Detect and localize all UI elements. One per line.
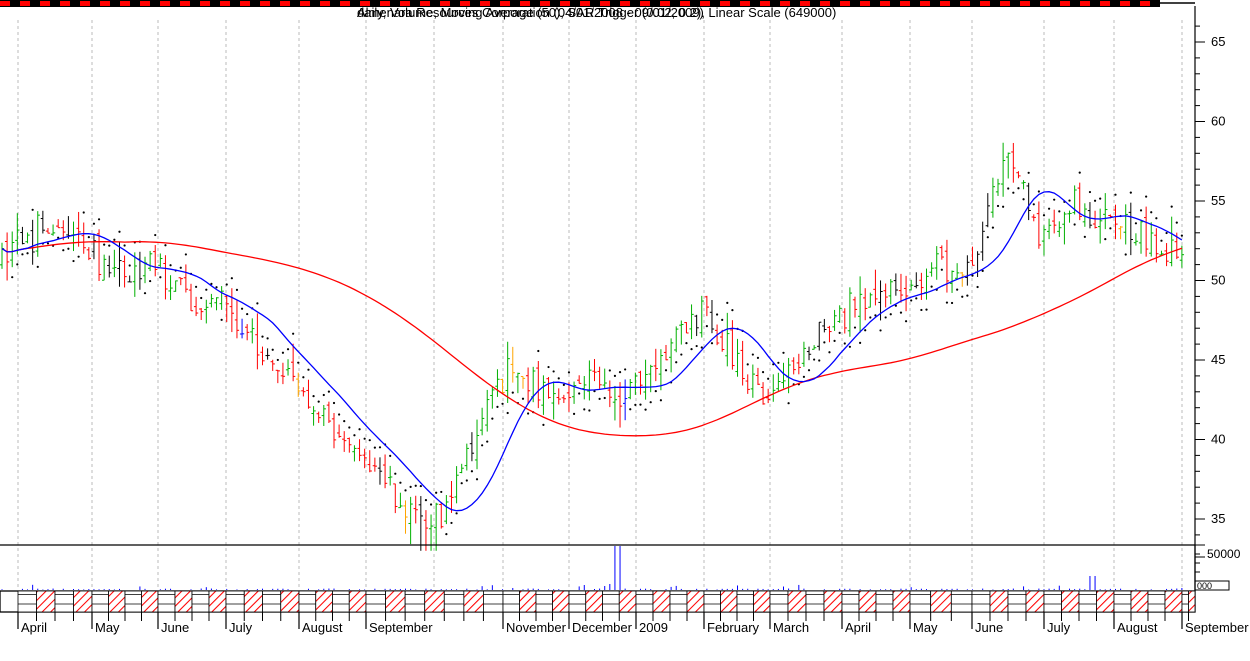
svg-text:May: May <box>95 620 120 635</box>
svg-text:55: 55 <box>1211 193 1225 208</box>
svg-text:April: April <box>845 620 871 635</box>
svg-text:2009: 2009 <box>639 620 668 635</box>
svg-text:40: 40 <box>1211 432 1225 447</box>
svg-text:April: April <box>21 620 47 635</box>
svg-text:February: February <box>707 620 760 635</box>
svg-text:daily, Volume, Moving Average: daily, Volume, Moving Average (50), SAR … <box>357 5 836 20</box>
svg-text:50000: 50000 <box>1207 547 1241 561</box>
svg-text:November: November <box>506 620 567 635</box>
svg-text:65: 65 <box>1211 34 1225 49</box>
svg-text:March: March <box>773 620 809 635</box>
svg-text:45: 45 <box>1211 352 1225 367</box>
svg-text:December: December <box>572 620 633 635</box>
svg-text:August: August <box>302 620 343 635</box>
svg-text:August: August <box>1117 620 1158 635</box>
svg-text:50: 50 <box>1211 273 1225 288</box>
svg-text:July: July <box>1047 620 1071 635</box>
svg-text:May: May <box>913 620 938 635</box>
svg-text:September: September <box>1185 620 1249 635</box>
svg-text:September: September <box>369 620 433 635</box>
svg-text:July: July <box>229 620 253 635</box>
svg-text:35: 35 <box>1211 511 1225 526</box>
svg-text:60: 60 <box>1211 114 1225 129</box>
svg-text:000: 000 <box>1197 581 1212 591</box>
svg-text:June: June <box>975 620 1003 635</box>
svg-text:June: June <box>161 620 189 635</box>
